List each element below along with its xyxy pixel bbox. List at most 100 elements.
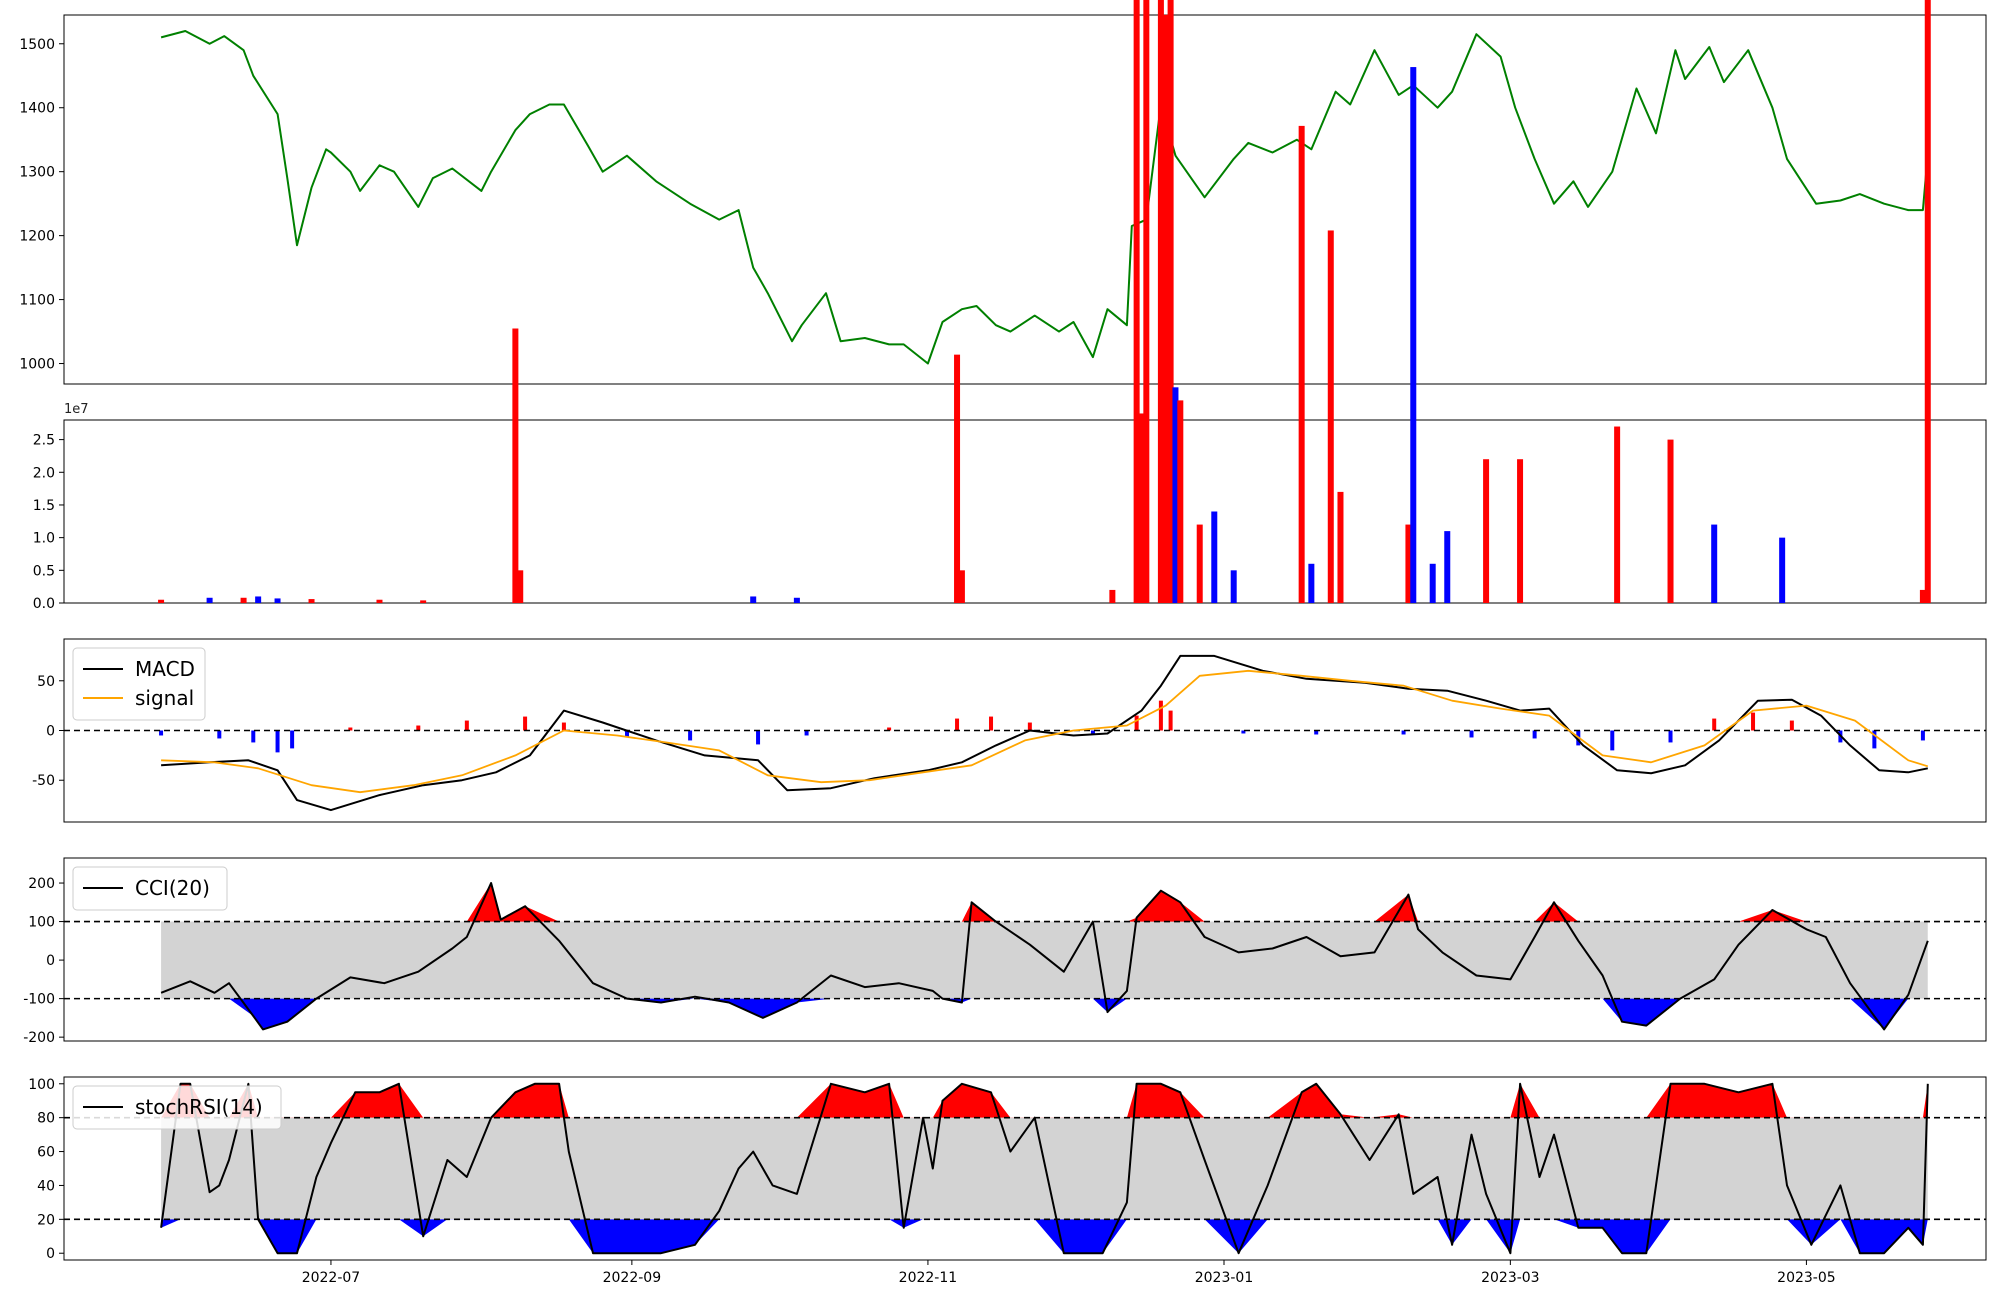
macd-histogram-bar xyxy=(1872,730,1877,749)
date-axis: 2022-07 2022-09 2022-11 2023-01 2023-03 2023-… xyxy=(302,1260,1836,1286)
volume-bar xyxy=(255,596,262,603)
stochrsi-overbought-fill xyxy=(161,1083,1928,1118)
macd-legend-label: MACD xyxy=(135,657,195,681)
cci-legend-label: CCI(20) xyxy=(135,876,210,900)
volume-bar xyxy=(1924,0,1931,603)
macd-legend xyxy=(72,647,206,721)
volume-bar xyxy=(1143,0,1150,604)
macd-histogram-bar xyxy=(1241,730,1246,734)
volume-panel: 0.0 0.5 1.0 1.5 2.0 2.5 1e7 xyxy=(33,0,1987,612)
volume-bar xyxy=(1711,524,1718,603)
macd-histogram-bar xyxy=(1134,715,1139,731)
cci-neutral-band xyxy=(161,921,1928,999)
macd-histogram-bar xyxy=(625,730,630,737)
volume-bar xyxy=(1177,400,1184,603)
volume-bar xyxy=(1230,570,1237,603)
volume-bar xyxy=(512,328,519,603)
volume-bar xyxy=(274,598,281,603)
volume-bar xyxy=(1308,563,1315,603)
macd-histogram-bar xyxy=(217,730,222,739)
stochrsi-panel: 0 20 40 60 80 100 stochRSI(14) xyxy=(28,1076,1987,1262)
macd-ytick-label: 0 xyxy=(46,724,55,740)
volume-bar xyxy=(240,597,247,603)
stochrsi-oversold-fill xyxy=(161,1219,1928,1254)
panel-frame-volume xyxy=(63,419,1987,604)
price-ytick-label: 1400 xyxy=(19,101,55,117)
volume-bar xyxy=(1405,524,1412,603)
date-tick-label: 2023-01 xyxy=(1195,1270,1254,1286)
panel-frame-cci xyxy=(63,857,1987,1042)
volume-bar xyxy=(1133,0,1140,603)
volume-bar xyxy=(1429,563,1436,603)
volume-bar xyxy=(1138,413,1145,603)
macd-line xyxy=(161,654,1929,812)
macd-histogram-bar xyxy=(1712,718,1717,731)
price-ytick-label: 1000 xyxy=(19,357,55,373)
volume-bar xyxy=(1327,230,1334,603)
volume-bar xyxy=(1919,589,1926,603)
volume-ytick-label: 0.0 xyxy=(33,596,55,612)
volume-bar xyxy=(1444,531,1451,603)
macd-ytick-label: 50 xyxy=(37,674,55,690)
macd-histogram-bar xyxy=(1789,720,1794,731)
macd-histogram-bar xyxy=(1751,712,1756,731)
cci-ytick-label: -200 xyxy=(23,1030,55,1046)
cci-panel: -200 -100 0 100 200 CCI(20) xyxy=(23,857,1987,1046)
cci-ytick-label: 0 xyxy=(46,953,55,969)
volume-bar xyxy=(1298,125,1305,604)
macd-ytick-label: -50 xyxy=(32,773,55,789)
macd-histogram-bar xyxy=(464,720,469,731)
macd-histogram-bar xyxy=(348,727,353,731)
stochrsi-legend xyxy=(72,1085,282,1130)
macd-histogram-bar xyxy=(955,718,960,731)
macd-histogram-bar xyxy=(523,716,528,731)
price-ytick-label: 1500 xyxy=(19,37,55,53)
date-tick-label: 2022-11 xyxy=(899,1270,958,1286)
volume-bar xyxy=(1483,459,1490,603)
volume-ytick-label: 0.5 xyxy=(33,563,55,579)
stochrsi-line xyxy=(160,1082,1929,1255)
volume-ytick-label: 2.0 xyxy=(33,465,55,481)
macd-histogram-bar xyxy=(1532,730,1537,739)
macd-histogram-bar xyxy=(756,730,761,745)
date-tick-label: 2023-05 xyxy=(1777,1270,1836,1286)
volume-bar xyxy=(517,570,524,603)
date-tick-label: 2022-09 xyxy=(603,1270,662,1286)
volume-bar xyxy=(1517,459,1524,603)
signal-line xyxy=(161,669,1929,794)
stochrsi-legend-label: stochRSI(14) xyxy=(135,1095,263,1119)
macd-histogram-bar xyxy=(1401,730,1406,735)
stochrsi-ytick-label: 40 xyxy=(37,1178,55,1194)
panel-frame-price xyxy=(63,14,1987,385)
cci-legend xyxy=(72,866,228,911)
price-panel: 1000 1100 1200 1300 1400 1500 xyxy=(19,14,1987,385)
volume-bar xyxy=(420,600,427,603)
volume-bar xyxy=(954,354,961,603)
volume-bar xyxy=(1109,589,1116,603)
volume-bar xyxy=(1162,14,1169,604)
price-ytick-label: 1200 xyxy=(19,229,55,245)
stochrsi-ytick-label: 20 xyxy=(37,1212,55,1228)
price-line xyxy=(160,30,1929,365)
price-ytick-label: 1100 xyxy=(19,293,55,309)
macd-histogram-bar xyxy=(1668,730,1673,743)
stochrsi-ytick-label: 80 xyxy=(37,1111,55,1127)
cci-ytick-label: -100 xyxy=(23,992,55,1008)
macd-panel: -50 0 50 MACD signal xyxy=(32,638,1987,823)
volume-bar xyxy=(206,597,213,603)
macd-histogram-bar xyxy=(275,730,280,753)
stochrsi-neutral-band xyxy=(161,1117,1928,1220)
volume-bar xyxy=(750,596,757,603)
macd-histogram-bar xyxy=(561,722,566,731)
volume-offset-label: 1e7 xyxy=(64,402,89,417)
volume-bar xyxy=(308,599,315,603)
volume-bar xyxy=(958,570,965,603)
macd-histogram-bar xyxy=(989,716,994,731)
cci-ytick-label: 100 xyxy=(28,915,55,931)
volume-bar xyxy=(1196,524,1203,603)
price-ytick-label: 1300 xyxy=(19,165,55,181)
macd-histogram-bar xyxy=(416,725,421,731)
volume-bar xyxy=(376,599,383,603)
